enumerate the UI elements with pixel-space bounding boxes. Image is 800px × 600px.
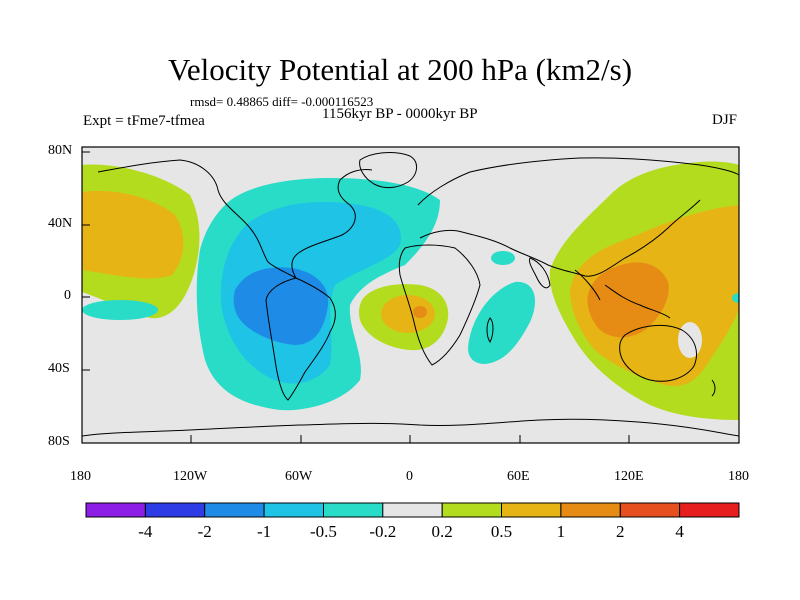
colorbar-swatch [619, 502, 681, 518]
colorbar-swatch [382, 502, 443, 518]
colorbar-swatch [323, 502, 384, 518]
coast-australia [619, 324, 697, 382]
xlabel-120e: 120E [614, 469, 644, 484]
xlabel-180w: 180 [70, 469, 91, 484]
coast-india [529, 257, 551, 289]
contour-americas--1 [233, 267, 329, 345]
contour-pacific-west-south [82, 300, 158, 320]
colorbar-label: 0.2 [431, 522, 453, 541]
coast-africa [398, 244, 481, 366]
colorbar-label: 1 [556, 522, 566, 541]
coast-greenland [359, 152, 417, 189]
axis-ticks [81, 151, 740, 444]
coast-antarctica [82, 418, 739, 437]
contour-africa-0.5 [381, 295, 435, 333]
coast-madagascar [486, 317, 494, 343]
colorbar-label: 4 [675, 522, 684, 541]
colorbar-swatch [85, 502, 146, 518]
colorbar-swatch [560, 502, 621, 518]
colorbar-swatch [501, 502, 562, 518]
colorbar-label: 0.5 [490, 522, 513, 541]
coast-europe-asia-south [419, 199, 701, 277]
contour-dateline-east [732, 293, 739, 303]
xlabel-180e: 180 [728, 469, 749, 484]
ylabel-0: 0 [64, 288, 71, 303]
xlabel-120w: 120W [173, 469, 208, 484]
ylabel-80n: 80N [48, 143, 73, 158]
season-label: DJF [712, 112, 738, 128]
contour-fills [82, 161, 739, 420]
ylabel-40n: 40N [48, 216, 73, 231]
experiment-label: Expt = tFme7-tfmea [83, 113, 205, 129]
contour-pacific-west-0.5 [82, 190, 184, 279]
xlabel-60w: 60W [285, 469, 313, 484]
coast-south-america [265, 277, 336, 401]
colorbar-swatch [204, 502, 265, 518]
contour-australia-east [678, 322, 702, 358]
coast-new-zealand [711, 379, 716, 397]
colorbar-swatch [144, 502, 206, 518]
colorbar-label: -0.2 [369, 522, 397, 541]
ylabel-80s: 80S [48, 434, 70, 449]
xlabel-60e: 60E [507, 469, 530, 484]
colorbar-label: -4 [138, 522, 153, 541]
rmsd-diff-text: rmsd= 0.48865 diff= -0.000116523 [190, 94, 374, 109]
coast-southeast-asia [574, 269, 671, 319]
colorbar-label: -2 [197, 522, 212, 541]
xlabel-0: 0 [406, 469, 413, 484]
map-title: Velocity Potential at 200 hPa (km2/s) [167, 52, 633, 87]
contour-africa-1 [413, 306, 427, 318]
colorbar-swatch [263, 502, 325, 518]
time-period-text: 1156kyr BP - 0000kyr BP [322, 106, 478, 122]
ylabel-40s: 40S [48, 361, 70, 376]
contour-indian-ocean--0.2 [468, 281, 535, 364]
colorbar-label: -0.5 [309, 522, 337, 541]
colorbar-label: 2 [616, 522, 625, 541]
coast-eurasia [417, 157, 739, 206]
contour-arabia--0.2 [491, 251, 515, 265]
colorbar-swatch [441, 502, 503, 518]
colorbar-label: -1 [256, 522, 272, 541]
coastlines [82, 152, 739, 437]
colorbar-swatch [679, 502, 740, 518]
colorbar [85, 502, 740, 518]
